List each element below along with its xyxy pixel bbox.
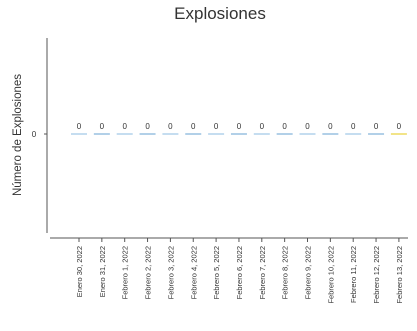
x-tick-label: Febrero 13, 2022 <box>395 246 404 304</box>
y-axis-label: Número de Explosiones <box>12 74 24 196</box>
x-tick-label: Febrero 8, 2022 <box>281 246 290 299</box>
data-label: 0 <box>237 122 242 131</box>
data-labels: 0 0 0 0 0 0 0 0 0 0 0 0 0 0 0 <box>77 122 402 131</box>
data-label: 0 <box>77 122 82 131</box>
bar <box>208 133 225 135</box>
bar <box>390 133 407 135</box>
bar <box>345 133 362 135</box>
y-tick-label: 0 <box>32 130 37 139</box>
bars <box>71 133 407 135</box>
bar <box>276 133 293 135</box>
bar <box>71 133 87 135</box>
bar <box>185 133 202 135</box>
data-label: 0 <box>145 122 150 131</box>
bar <box>230 133 247 135</box>
data-label: 0 <box>305 122 310 131</box>
x-tick-label: Febrero 3, 2022 <box>166 246 175 299</box>
bar <box>139 133 156 135</box>
x-tick-label: Febrero 9, 2022 <box>304 246 313 299</box>
chart-title: Explosiones <box>174 4 266 23</box>
data-label: 0 <box>191 122 196 131</box>
bar <box>253 133 270 135</box>
data-label: 0 <box>282 122 287 131</box>
data-label: 0 <box>351 122 356 131</box>
x-tick-label: Febrero 12, 2022 <box>372 246 381 304</box>
bar <box>322 133 339 135</box>
x-tick-label: Febrero 11, 2022 <box>349 246 358 303</box>
data-label: 0 <box>168 122 173 131</box>
x-tick-label: Febrero 4, 2022 <box>189 246 198 299</box>
bar <box>368 133 385 135</box>
x-tick-label: Febrero 10, 2022 <box>326 246 335 304</box>
data-label: 0 <box>397 122 402 131</box>
x-tick-label: Febrero 7, 2022 <box>258 246 267 299</box>
data-label: 0 <box>214 122 219 131</box>
x-tick-label: Enero 31, 2022 <box>98 246 107 297</box>
x-tick-label: Febrero 1, 2022 <box>121 246 130 299</box>
data-label: 0 <box>374 122 379 131</box>
bar <box>299 133 316 135</box>
data-label: 0 <box>328 122 333 131</box>
data-label: 0 <box>260 122 265 131</box>
bar <box>162 133 179 135</box>
x-tick-label: Enero 30, 2022 <box>75 246 84 297</box>
x-tick-label: Febrero 5, 2022 <box>212 246 221 299</box>
x-ticks: Enero 30, 2022 Enero 31, 2022 Febrero 1, 2… <box>75 238 404 304</box>
y-ticks: 0 <box>32 130 47 139</box>
data-label: 0 <box>122 122 127 131</box>
bar <box>116 133 133 135</box>
x-tick-label: Febrero 6, 2022 <box>235 246 244 299</box>
bar <box>93 133 110 135</box>
data-label: 0 <box>100 122 105 131</box>
x-tick-label: Febrero 2, 2022 <box>144 246 153 299</box>
